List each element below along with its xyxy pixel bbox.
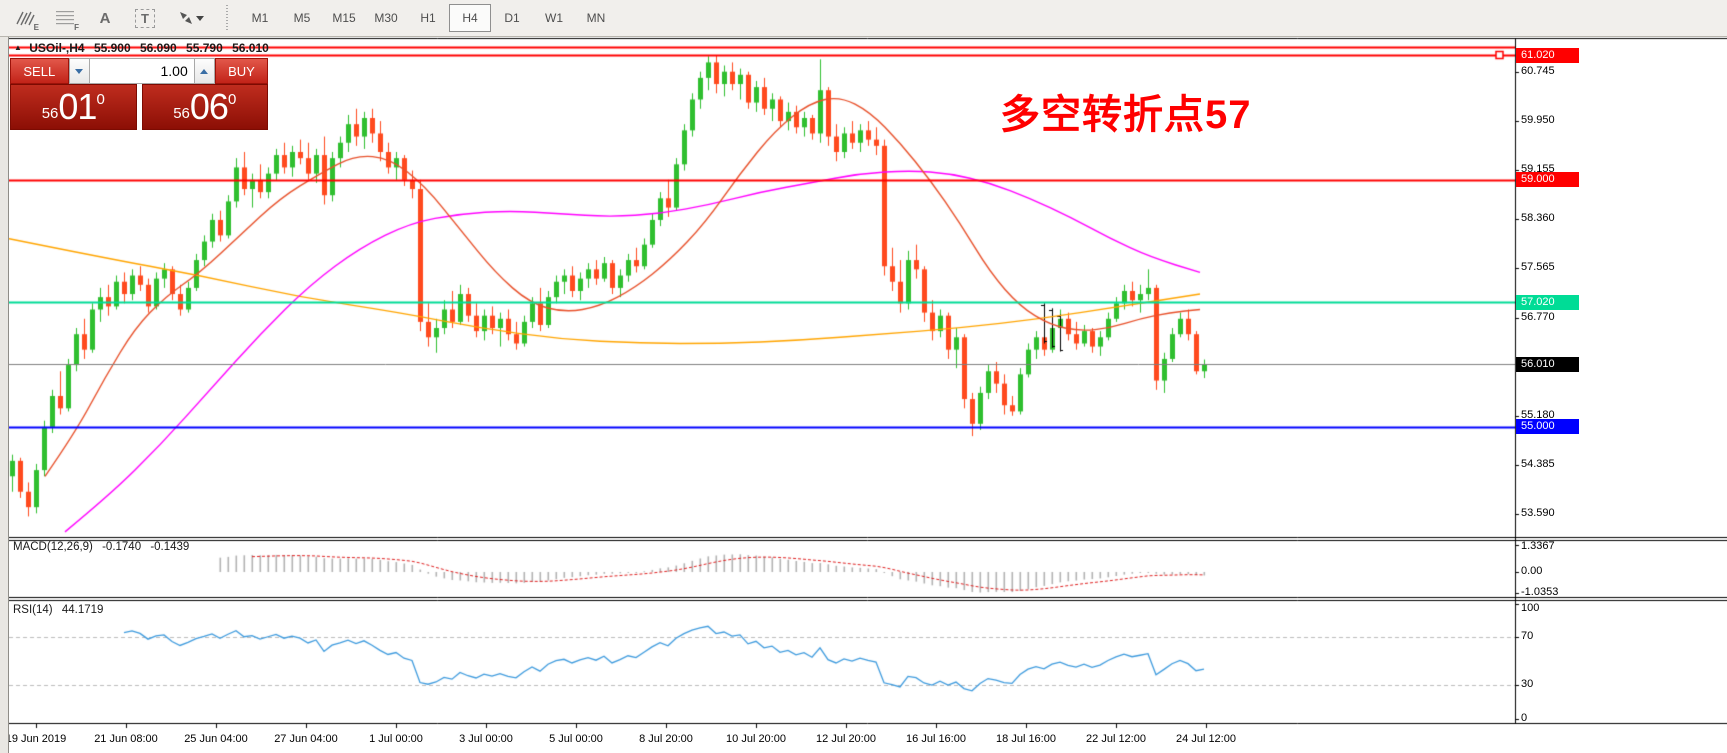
macd-value-1: -0.1740 bbox=[102, 541, 142, 553]
price-axis-tick-label: 53.590 bbox=[1521, 506, 1555, 519]
macd-axis-tick-label: 1.3367 bbox=[1521, 540, 1555, 552]
timeframe-button-m5[interactable]: M5 bbox=[293, 11, 311, 25]
chevron-down-icon bbox=[196, 15, 204, 21]
buy-price-display[interactable]: 56 06 0 bbox=[141, 84, 268, 130]
timeframe-button-h4[interactable]: H4 bbox=[449, 4, 491, 32]
timeframe-group: M1 M5 M15 M30 H1 H4 D1 W1 MN bbox=[239, 4, 617, 32]
price-axis-tick-label: 56.770 bbox=[1521, 310, 1555, 323]
volume-input[interactable] bbox=[89, 58, 194, 84]
grid-icon[interactable]: F bbox=[52, 5, 79, 32]
time-axis-label: 22 Jul 12:00 bbox=[1086, 733, 1146, 745]
triangle-up-icon: ▲ bbox=[14, 43, 22, 52]
chevron-down-icon bbox=[75, 68, 84, 74]
timeframe-button-w1[interactable]: W1 bbox=[545, 11, 563, 25]
macd-axis-tick-label: -1.0353 bbox=[1521, 585, 1559, 598]
time-axis-label: 5 Jul 00:00 bbox=[549, 733, 603, 745]
price-axis-tick-label: 59.950 bbox=[1521, 114, 1555, 127]
rsi-axis-tick-label: 0 bbox=[1521, 712, 1528, 724]
time-axis-label: 3 Jul 00:00 bbox=[459, 733, 513, 745]
one-click-trading-panel: SELL BUY 56 01 0 56 06 0 bbox=[10, 58, 268, 130]
price-axis-tick-label: 55.180 bbox=[1521, 408, 1555, 421]
buy-price-prefix: 56 bbox=[173, 104, 190, 122]
timeframe-button-m30[interactable]: M30 bbox=[374, 11, 398, 25]
volume-increase-button[interactable] bbox=[193, 58, 215, 84]
rsi-indicator-label: RSI(14) 44.1719 bbox=[13, 604, 109, 616]
time-axis-label: 12 Jul 20:00 bbox=[816, 733, 876, 745]
text-label-tool-icon[interactable]: T bbox=[132, 5, 158, 31]
price-axis-tick-label: 59.155 bbox=[1521, 163, 1555, 176]
buy-price-pip: 0 bbox=[227, 90, 237, 108]
price-level-badge-61.020: 61.020 bbox=[1516, 47, 1579, 63]
sell-price-main: 01 bbox=[58, 86, 97, 127]
buy-button[interactable]: BUY bbox=[214, 58, 268, 84]
price-level-badge-57.020: 57.020 bbox=[1516, 294, 1579, 310]
time-axis-label: 10 Jul 20:00 bbox=[726, 733, 786, 745]
time-axis-label: 24 Jul 12:00 bbox=[1176, 733, 1236, 745]
ohlc-low: 55.790 bbox=[186, 41, 223, 55]
time-axis-label: 21 Jun 08:00 bbox=[94, 733, 158, 745]
ohlc-high: 56.090 bbox=[140, 41, 177, 55]
time-axis-label: 16 Jul 16:00 bbox=[906, 733, 966, 745]
ohlc-close: 56.010 bbox=[232, 41, 269, 55]
price-level-badge-59.000: 59.000 bbox=[1516, 172, 1579, 188]
price-axis-tick-label: 54.385 bbox=[1521, 457, 1555, 470]
ohlc-open: 55.900 bbox=[93, 41, 131, 55]
sell-price-prefix: 56 bbox=[41, 104, 59, 122]
macd-axis-tick-label: 0.00 bbox=[1521, 565, 1543, 577]
price-axis-tick-label: 58.360 bbox=[1521, 212, 1555, 225]
time-axis-label: 19 Jun 2019 bbox=[5, 733, 67, 745]
timeframe-button-mn[interactable]: MN bbox=[586, 11, 606, 25]
price-level-badge-56.010: 56.010 bbox=[1516, 356, 1579, 372]
volume-decrease-button[interactable] bbox=[68, 58, 90, 84]
rsi-axis-tick-label: 30 bbox=[1521, 678, 1534, 691]
time-axis-label: 1 Jul 00:00 bbox=[369, 733, 423, 745]
price-level-badge-55.000: 55.000 bbox=[1516, 419, 1579, 435]
macd-indicator-label: MACD(12,26,9) -0.1740 -0.1439 bbox=[13, 541, 195, 553]
text-tool-icon[interactable]: A bbox=[99, 9, 111, 27]
price-axis-tick-label: 60.745 bbox=[1521, 65, 1555, 77]
macd-value-2: -0.1439 bbox=[150, 541, 190, 553]
time-axis-label: 27 Jun 04:00 bbox=[274, 733, 338, 745]
chart-shift-icon[interactable]: E bbox=[12, 5, 39, 32]
timeframe-button-d1[interactable]: D1 bbox=[504, 11, 520, 25]
time-axis-label: 18 Jul 16:00 bbox=[996, 733, 1056, 745]
rsi-axis-tick-label: 70 bbox=[1521, 629, 1534, 642]
price-axis-tick-label: 57.565 bbox=[1521, 261, 1555, 274]
symbol-name: USOil-,H4 bbox=[29, 41, 85, 55]
chevron-up-icon bbox=[200, 68, 209, 74]
time-axis-label: 8 Jul 20:00 bbox=[639, 733, 693, 745]
top-toolbar: E F A T M1 M5 M15 M30 H1 H4 D1 W1 MN bbox=[0, 0, 1727, 37]
buy-price-main: 06 bbox=[189, 86, 229, 127]
rsi-axis-tick-label: 100 bbox=[1521, 602, 1540, 614]
sell-price-display[interactable]: 56 01 0 bbox=[10, 84, 137, 130]
timeframe-button-m15[interactable]: M15 bbox=[332, 11, 356, 25]
macd-name: MACD(12,26,9) bbox=[13, 541, 93, 553]
timeframe-button-m1[interactable]: M1 bbox=[251, 11, 269, 25]
symbol-ohlc-info: ▲ USOil-,H4 55.900 56.090 55.790 56.010 bbox=[14, 41, 275, 55]
timeframe-button-h1[interactable]: H1 bbox=[420, 11, 436, 25]
rsi-name: RSI(14) bbox=[13, 604, 53, 616]
toolbar-separator[interactable] bbox=[224, 5, 229, 31]
sell-price-pip: 0 bbox=[96, 90, 105, 108]
chart-annotation-text[interactable]: 多空转折点57 bbox=[1000, 93, 1252, 137]
rsi-value: 44.1719 bbox=[61, 604, 104, 616]
left-panel-splitter[interactable] bbox=[0, 36, 9, 753]
sell-button[interactable]: SELL bbox=[10, 58, 69, 84]
time-axis-label: 25 Jun 04:00 bbox=[184, 733, 248, 745]
drawing-tools-group: E F A T bbox=[0, 5, 210, 32]
arrows-tool-icon[interactable] bbox=[172, 5, 210, 31]
